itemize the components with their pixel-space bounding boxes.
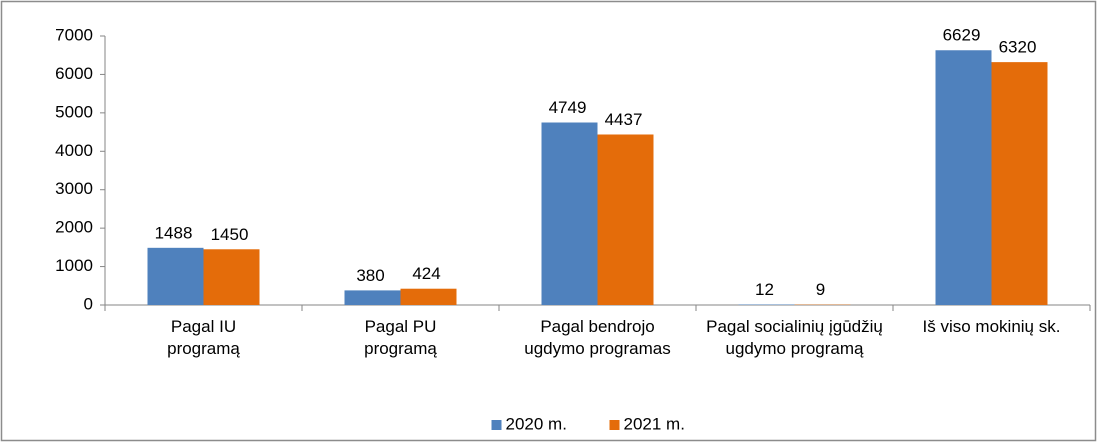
value-label: 1488 [155,223,193,242]
y-tick-label: 7000 [55,25,93,44]
bar [935,50,992,305]
legend-label: 2021 m. [624,414,685,433]
bar [203,249,260,305]
legend-label: 2020 m. [506,414,567,433]
y-tick-label: 4000 [55,141,93,160]
x-tick-label: Iš viso mokinių sk. [922,317,1061,336]
y-tick-label: 2000 [55,218,93,237]
bar [400,288,457,305]
value-label: 6629 [943,26,981,45]
value-label: 6320 [999,38,1037,57]
value-label: 4437 [605,110,643,129]
y-tick-label: 1000 [55,256,93,275]
value-label: 4749 [549,98,587,117]
legend-swatch [491,420,502,430]
legend-swatch [609,420,620,430]
x-tick-label: Pagal PU programą [364,317,437,358]
y-tick-label: 6000 [55,64,93,83]
value-label: 1450 [211,225,249,244]
value-label: 9 [816,280,825,299]
value-label: 380 [356,266,384,285]
bar [541,122,598,305]
x-tick-label: Pagal IU programą [167,317,240,358]
bar [344,290,401,305]
value-label: 424 [412,264,440,283]
bar [991,62,1048,306]
x-tick-label: Pagal socialinių įgūdžių ugdymo programą [706,317,883,358]
bar [147,247,204,305]
y-tick-label: 0 [84,294,93,313]
bar [597,134,654,305]
x-tick-label: Pagal bendrojo ugdymo programas [524,317,671,358]
y-tick-label: 5000 [55,102,93,121]
value-label: 12 [755,280,774,299]
y-tick-label: 3000 [55,179,93,198]
